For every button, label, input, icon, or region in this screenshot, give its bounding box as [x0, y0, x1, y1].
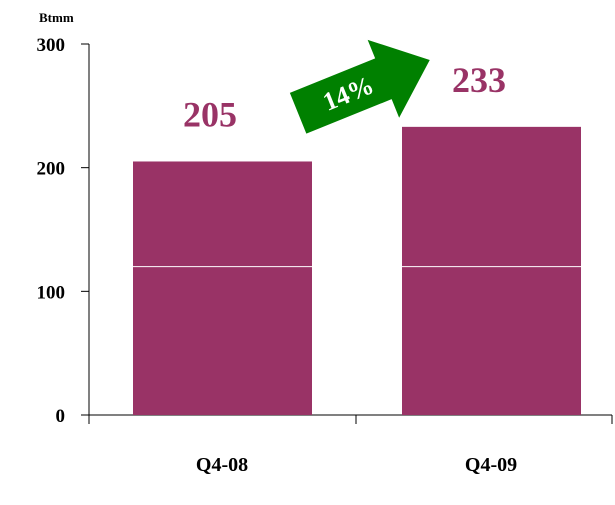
y-unit-label: Btmm	[39, 10, 74, 25]
y-tick-label: 100	[37, 282, 66, 303]
x-category-label: Q4-09	[465, 454, 517, 476]
growth-arrow-shape	[289, 39, 430, 134]
bar-q4-09	[402, 126, 581, 416]
bar-value-label: 205	[183, 94, 237, 134]
y-tick-label: 0	[56, 406, 66, 427]
y-tick-label: 300	[37, 35, 66, 56]
x-category-label: Q4-08	[196, 454, 248, 476]
y-tick-label: 200	[37, 159, 66, 180]
bar-q4-08	[133, 161, 312, 415]
bar-value-label: 233	[452, 60, 506, 100]
